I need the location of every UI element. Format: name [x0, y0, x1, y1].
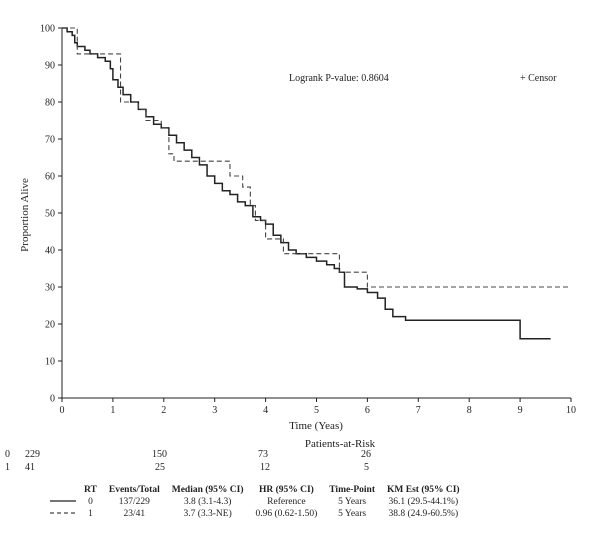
- x-tick-label: 5: [314, 405, 319, 416]
- col-header: KM Est (95% CI): [387, 485, 460, 495]
- x-tick-label: 8: [467, 405, 472, 416]
- risk-row-1: 1 41 25 12 5: [0, 462, 600, 474]
- risk-table-title: Patients-at-Risk: [304, 438, 376, 450]
- y-tick-label: 60: [45, 172, 55, 183]
- y-tick-label: 0: [50, 394, 55, 405]
- risk-value: 5: [364, 462, 369, 473]
- rt-cell: 0: [88, 497, 93, 507]
- summary-row-0: 0 137/229 3.8 (3.1-4.3) Reference 5 Year…: [48, 496, 466, 508]
- y-tick-label: 100: [40, 24, 55, 35]
- x-tick-label: 6: [365, 405, 370, 416]
- y-tick-label: 20: [45, 320, 55, 331]
- legend-line-dashed: [48, 508, 78, 520]
- y-tick-label: 80: [45, 98, 55, 109]
- x-tick-label: 9: [518, 405, 523, 416]
- events-cell: 137/229: [118, 497, 150, 507]
- series-group: [62, 27, 571, 340]
- col-header: Time-Point: [329, 485, 376, 495]
- median-cell: 3.8 (3.1-4.3): [183, 497, 232, 507]
- events-cell: 23/41: [123, 509, 146, 519]
- x-tick-label: 1: [110, 405, 115, 416]
- y-tick-label: 40: [45, 246, 55, 257]
- series-line-0: [62, 27, 551, 340]
- censor-legend: + Censor: [520, 73, 557, 84]
- risk-row-label: 1: [5, 462, 10, 473]
- x-tick-label: 10: [566, 405, 576, 416]
- axes: 0 10 20 30 40 50 60 70 80 90 100 0 1 2 3 4 5 6 7 8 9 10: [40, 24, 576, 417]
- x-tick-label: 3: [212, 405, 217, 416]
- hr-cell: Reference: [267, 497, 306, 507]
- summary-header-row: RT Events/Total Median (95% CI) HR (95% …: [48, 484, 466, 496]
- x-axis-label: Time (Yeas): [289, 420, 343, 432]
- legend-line-header: [48, 484, 78, 496]
- survival-chart: 0 10 20 30 40 50 60 70 80 90 100 0 1 2 3 4 5 6 7 8 9 10 Propo…: [19, 24, 576, 433]
- col-header: Events/Total: [108, 485, 160, 495]
- summary-row-1: 1 23/41 3.7 (3.3-NE) 0.96 (0.62-1.50) 5 …: [48, 508, 466, 520]
- y-tick-label: 90: [45, 61, 55, 72]
- rt-cell: 1: [88, 509, 93, 519]
- y-tick-label: 70: [45, 135, 55, 146]
- hr-cell: 0.96 (0.62-1.50): [255, 509, 318, 519]
- risk-value: 25: [155, 462, 165, 473]
- km-cell: 38.8 (24.9-60.5%): [388, 509, 459, 519]
- risk-value: 41: [25, 462, 35, 473]
- risk-value: 26: [361, 449, 371, 460]
- col-header: RT: [84, 485, 97, 495]
- risk-row-label: 0: [5, 449, 10, 460]
- median-cell: 3.7 (3.3-NE): [183, 509, 232, 519]
- timepoint-cell: 5 Years: [338, 497, 367, 507]
- risk-value: 12: [260, 462, 270, 473]
- col-header: Median (95% CI): [171, 485, 244, 495]
- col-header: HR (95% CI): [258, 485, 314, 495]
- risk-value: 229: [25, 449, 40, 460]
- y-axis-label: Proportion Alive: [19, 178, 31, 252]
- risk-value: 150: [152, 449, 167, 460]
- y-tick-label: 10: [45, 357, 55, 368]
- timepoint-cell: 5 Years: [338, 509, 367, 519]
- km-cell: 36.1 (29.5-44.1%): [388, 497, 459, 507]
- x-tick-label: 7: [416, 405, 421, 416]
- legend-line-solid: [48, 496, 78, 508]
- x-tick-label: 0: [60, 405, 65, 416]
- x-tick-label: 2: [161, 405, 166, 416]
- risk-value: 73: [258, 449, 268, 460]
- series-line-1: [62, 27, 571, 288]
- y-tick-label: 30: [45, 283, 55, 294]
- y-tick-label: 50: [45, 209, 55, 220]
- pvalue-annotation: Logrank P-value: 0.8604: [289, 73, 389, 84]
- summary-table: RT Events/Total Median (95% CI) HR (95% …: [48, 484, 466, 520]
- x-tick-label: 4: [263, 405, 268, 416]
- risk-row-0: 0 229 150 73 26: [0, 449, 600, 461]
